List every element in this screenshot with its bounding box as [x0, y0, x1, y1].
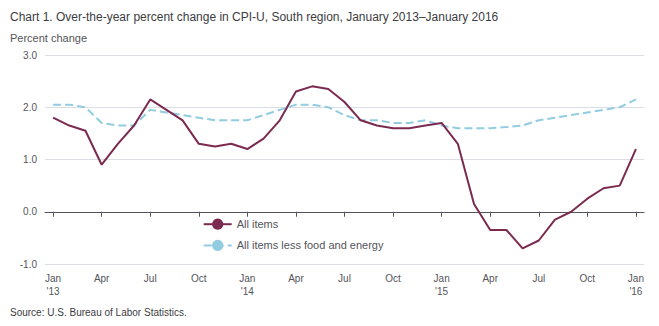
svg-text:1.0: 1.0 — [23, 154, 37, 165]
svg-text:'16: '16 — [629, 286, 642, 297]
svg-text:Chart 1. Over-the-year percent: Chart 1. Over-the-year percent change in… — [10, 10, 499, 24]
svg-text:Jan: Jan — [628, 273, 644, 284]
svg-text:Oct: Oct — [191, 273, 207, 284]
svg-text:Apr: Apr — [288, 273, 304, 284]
svg-text:-1.0: -1.0 — [20, 259, 38, 270]
svg-text:3.0: 3.0 — [23, 50, 37, 61]
svg-text:Percent change: Percent change — [10, 32, 87, 44]
svg-text:Jan: Jan — [45, 273, 61, 284]
svg-text:Apr: Apr — [94, 273, 110, 284]
svg-text:All items less food and energy: All items less food and energy — [237, 239, 384, 251]
svg-text:Oct: Oct — [580, 273, 596, 284]
svg-text:Jul: Jul — [532, 273, 545, 284]
svg-text:All items: All items — [237, 218, 279, 230]
svg-text:Jul: Jul — [338, 273, 351, 284]
svg-text:Source: U.S. Bureau of Labor S: Source: U.S. Bureau of Labor Statistics. — [10, 307, 187, 318]
svg-text:Jul: Jul — [144, 273, 157, 284]
svg-text:Jan: Jan — [434, 273, 450, 284]
svg-text:'13: '13 — [47, 286, 60, 297]
svg-text:0.0: 0.0 — [23, 206, 37, 217]
svg-text:'14: '14 — [241, 286, 254, 297]
svg-text:Jan: Jan — [239, 273, 255, 284]
svg-text:2.0: 2.0 — [23, 102, 37, 113]
svg-text:Apr: Apr — [482, 273, 498, 284]
svg-text:Oct: Oct — [385, 273, 401, 284]
svg-text:'15: '15 — [435, 286, 448, 297]
